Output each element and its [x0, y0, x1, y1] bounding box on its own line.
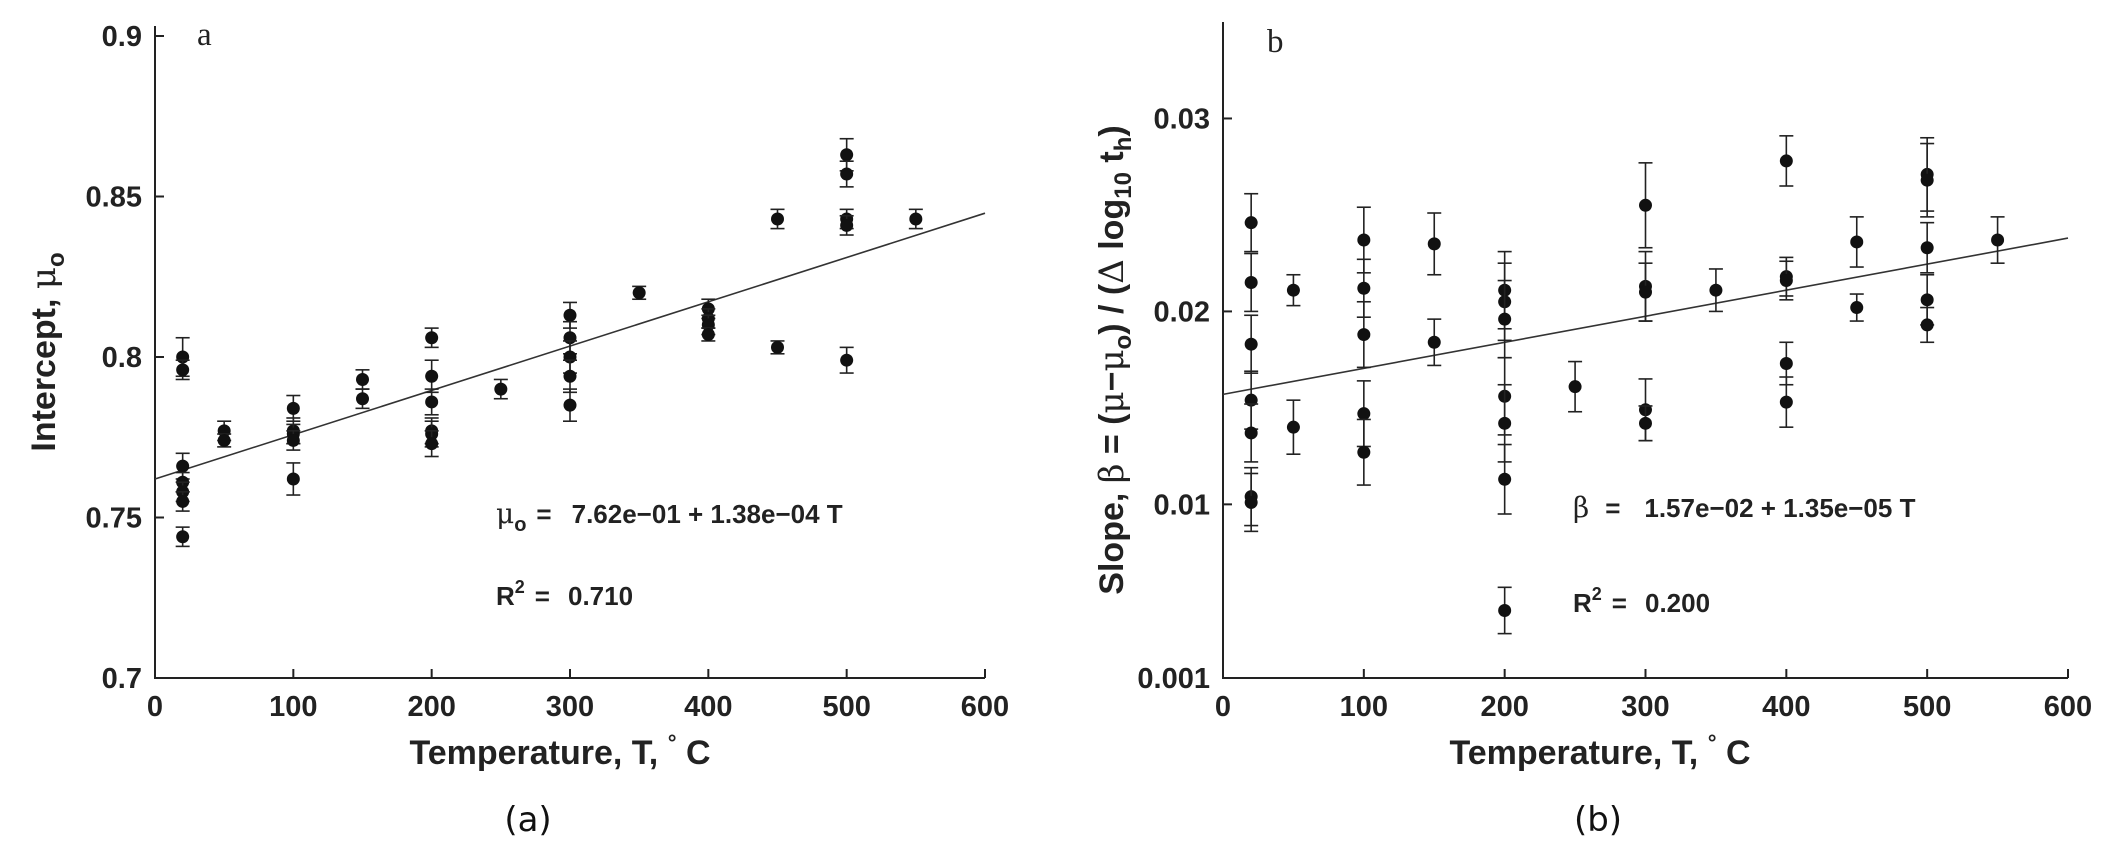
data-point-b — [1849, 216, 1864, 268]
data-point-a — [217, 433, 232, 448]
data-point-b — [1849, 293, 1864, 322]
equation-b: β = 1.57e−02 + 1.35e−05 T — [1573, 491, 1916, 524]
data-point-a — [563, 388, 577, 423]
panel-label-b: b — [1267, 24, 1284, 60]
points-b — [1244, 135, 2005, 635]
data-point-a — [424, 430, 439, 458]
data-point-b — [1638, 405, 1653, 442]
data-point-b — [1779, 376, 1794, 428]
data-point-b — [1497, 443, 1512, 515]
data-point-b — [1244, 192, 1259, 253]
ytick-label-a: 0.7 — [102, 663, 142, 695]
data-point-b — [1920, 306, 1935, 344]
r2-a: R2 = 0.710 — [496, 577, 633, 611]
caption-b: (b) — [1574, 800, 1622, 840]
data-point-b — [1427, 212, 1442, 276]
xtick-label-a: 100 — [269, 691, 317, 723]
points-a — [175, 137, 923, 548]
data-point-b — [1244, 314, 1259, 374]
data-point-b — [1920, 221, 1935, 274]
data-point-a — [563, 359, 577, 394]
xtick-label-b: 200 — [1480, 691, 1528, 723]
xtick-label-b: 500 — [1903, 691, 1951, 723]
xtick-label-a: 0 — [147, 691, 163, 723]
data-point-b — [1497, 586, 1512, 635]
data-point-b — [1244, 403, 1259, 463]
panel-b: b 0 100 200 300 400 500 600 0.001 0.01 0.02 0.03 S… — [1092, 22, 2092, 772]
ytick-label-b: 0.01 — [1154, 489, 1210, 521]
data-point-b — [1708, 268, 1723, 313]
data-point-b — [1638, 162, 1653, 249]
panel-a: a 0 100 200 300 400 500 600 0.7 0.75 0.8 0.85 0.9 I… — [24, 17, 1009, 772]
data-point-b — [1244, 252, 1259, 313]
xtick-label-b: 400 — [1762, 691, 1810, 723]
data-point-a — [355, 369, 370, 390]
data-point-b — [1990, 216, 2005, 264]
xtick-label-b: 600 — [2044, 691, 2092, 723]
panel-label-a: a — [197, 17, 212, 53]
data-point-a — [839, 160, 854, 188]
data-point-a — [839, 214, 854, 236]
data-point-a — [175, 359, 190, 381]
xtick-label-a: 600 — [961, 691, 1009, 723]
xlabel-b: Temperature, T, ° C — [1449, 730, 1750, 772]
data-point-a — [175, 526, 190, 548]
ytick-label-b: 0.03 — [1154, 103, 1210, 135]
data-point-a — [632, 285, 647, 301]
xtick-label-b: 0 — [1215, 691, 1231, 723]
data-point-a — [424, 327, 439, 349]
data-point-a — [701, 327, 716, 342]
data-point-a — [839, 346, 854, 374]
xtick-label-b: 100 — [1340, 691, 1388, 723]
xtick-label-b: 300 — [1621, 691, 1669, 723]
xtick-label-a: 200 — [407, 691, 455, 723]
ylabel-a: Intercept, μo — [24, 252, 70, 451]
data-point-a — [908, 208, 923, 230]
data-point-b — [1286, 399, 1301, 455]
data-point-b — [1568, 360, 1583, 413]
ytick-label-a: 0.85 — [86, 182, 142, 214]
ytick-label-b: 0.001 — [1137, 663, 1210, 695]
xlabel-a: Temperature, T, ° C — [409, 730, 710, 772]
data-point-a — [424, 388, 439, 416]
xtick-label-a: 400 — [684, 691, 732, 723]
data-point-a — [355, 388, 370, 410]
data-point-b — [1244, 472, 1259, 533]
data-point-a — [286, 430, 301, 451]
xtick-label-a: 500 — [822, 691, 870, 723]
data-point-b — [1920, 142, 1935, 218]
data-point-b — [1779, 260, 1794, 301]
data-point-a — [424, 359, 439, 394]
caption-a: (a) — [504, 800, 551, 840]
data-point-b — [1779, 135, 1794, 187]
ytick-label-b: 0.02 — [1154, 296, 1210, 328]
data-point-b — [1427, 318, 1442, 367]
ticks-a: 0 100 200 300 400 500 600 0.7 0.75 0.8 0.85 0.9 — [86, 21, 1010, 723]
ticks-b: 0 100 200 300 400 500 600 0.001 0.01 0.02 0.03 — [1137, 103, 2092, 723]
data-point-a — [286, 462, 301, 496]
data-point-b — [1356, 300, 1371, 369]
ylabel-b: Slope, β = (μ−μo) / (Δ log10 th) — [1092, 125, 1137, 594]
data-point-a — [286, 394, 301, 423]
data-point-a — [770, 340, 785, 355]
ytick-label-a: 0.9 — [102, 21, 142, 53]
ytick-label-a: 0.75 — [86, 503, 142, 535]
data-point-a — [175, 491, 190, 512]
ytick-label-a: 0.8 — [102, 342, 142, 374]
data-point-b — [1356, 418, 1371, 486]
r2-b: R2 = 0.200 — [1573, 584, 1710, 618]
equation-a: μo = 7.62e−01 + 1.38e−04 T — [496, 497, 843, 536]
data-point-b — [1286, 273, 1301, 307]
data-point-a — [493, 378, 508, 400]
xtick-label-a: 300 — [546, 691, 594, 723]
axes-frame-b — [1222, 22, 2068, 679]
data-point-b — [1638, 262, 1653, 322]
data-point-a — [770, 208, 785, 230]
